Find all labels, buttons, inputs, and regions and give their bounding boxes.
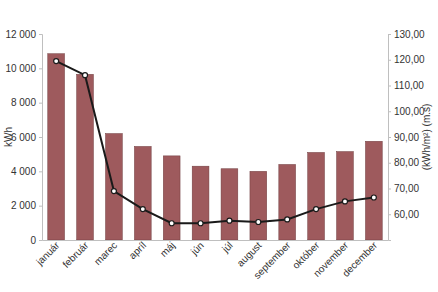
bar <box>134 146 151 240</box>
tick-mark <box>39 240 42 241</box>
category-label: apríl <box>127 240 149 262</box>
category-label: február <box>60 239 91 270</box>
tick-label: 80,00 <box>394 157 419 168</box>
marker <box>54 59 59 64</box>
tick-label: 8 000 <box>11 97 36 108</box>
category-label: máj <box>158 240 177 259</box>
marker <box>256 219 261 224</box>
category-tick: január <box>33 239 62 268</box>
tick: 90,00 <box>388 132 419 143</box>
marker <box>285 217 290 222</box>
x-axis: januárfebruármarecaprílmájjúnjúlaugustse… <box>33 239 388 281</box>
tick-mark <box>388 86 391 87</box>
category-label: júl <box>219 240 235 256</box>
tick-label: 10 000 <box>5 63 36 74</box>
tick: 4 000 <box>11 166 42 177</box>
tick-mark <box>388 163 391 164</box>
tick: 130,00 <box>388 29 425 40</box>
y2-axis-title: (kWh/m²) (m.s) <box>421 104 432 171</box>
tick-label: 110,00 <box>394 80 424 91</box>
category-tick: apríl <box>127 240 149 262</box>
marker <box>169 221 174 226</box>
category-label: september <box>251 239 293 281</box>
bar <box>250 171 267 240</box>
category-tick: marec <box>92 240 119 267</box>
y2-axis: 60,00 70,00 80,00 90,00 100,00 110,00 120,00 13… <box>388 29 425 241</box>
chart: 0 2 000 4 000 6 000 8 000 10 000 12 000 60,00 70… <box>0 0 438 292</box>
category-tick: jún <box>188 240 206 258</box>
category-label: január <box>33 239 62 268</box>
tick-label: 6 000 <box>11 132 36 143</box>
tick-mark <box>39 171 42 172</box>
tick: 2 000 <box>11 200 42 211</box>
y2-axis-line <box>389 35 392 241</box>
tick: 10 000 <box>5 63 42 74</box>
tick-mark <box>39 68 42 69</box>
bar <box>308 152 325 240</box>
y-axis-title: kWh <box>3 127 14 147</box>
tick-label: 12 000 <box>5 29 36 40</box>
bar <box>48 54 65 240</box>
category-tick: február <box>60 239 91 270</box>
category-label: december <box>340 239 380 279</box>
tick-label: 2 000 <box>11 200 36 211</box>
tick-mark <box>388 34 391 35</box>
tick: 12 000 <box>5 29 42 40</box>
tick-mark <box>39 34 42 35</box>
tick-mark <box>388 189 391 190</box>
marker <box>314 207 319 212</box>
tick: 120,00 <box>388 54 425 65</box>
tick-label: 4 000 <box>11 166 36 177</box>
bar <box>337 152 354 240</box>
category-label: marec <box>92 240 119 267</box>
category-tick: september <box>251 239 293 281</box>
tick: 70,00 <box>388 183 419 194</box>
tick-label: 0 <box>30 235 36 246</box>
tick-mark <box>388 214 391 215</box>
marker <box>198 221 203 226</box>
tick: 8 000 <box>11 97 42 108</box>
tick-mark <box>388 111 391 112</box>
category-tick: máj <box>158 240 177 259</box>
tick-mark <box>388 137 391 138</box>
tick: 0 <box>30 235 42 246</box>
marker <box>371 195 376 200</box>
y-axis-line <box>39 35 43 241</box>
tick: 6 000 <box>11 132 42 143</box>
tick: 80,00 <box>388 157 419 168</box>
bar <box>106 134 123 240</box>
tick-label: 130,00 <box>394 29 425 40</box>
marker <box>342 199 347 204</box>
tick-label: 90,00 <box>394 132 419 143</box>
marker <box>140 207 145 212</box>
tick-label: 70,00 <box>394 183 419 194</box>
plot-area <box>48 54 382 240</box>
bar <box>279 164 296 240</box>
tick: 60,00 <box>388 209 419 220</box>
tick-mark <box>39 206 42 207</box>
tick-mark <box>39 103 42 104</box>
tick-label: 120,00 <box>394 54 425 65</box>
bar <box>221 169 238 240</box>
x-axis-line <box>43 240 389 241</box>
bar <box>365 141 382 240</box>
tick-label: 60,00 <box>394 209 419 220</box>
category-tick: júl <box>219 240 235 256</box>
bar <box>192 166 209 240</box>
category-tick: december <box>340 239 380 279</box>
bar <box>163 156 180 240</box>
tick-mark <box>39 137 42 138</box>
tick-mark <box>388 60 391 61</box>
tick: 100,00 <box>388 106 425 117</box>
line <box>56 61 374 223</box>
tick: 110,00 <box>388 80 424 91</box>
marker <box>111 189 116 194</box>
marker <box>227 218 232 223</box>
category-label: jún <box>188 240 206 258</box>
marker <box>83 73 88 78</box>
